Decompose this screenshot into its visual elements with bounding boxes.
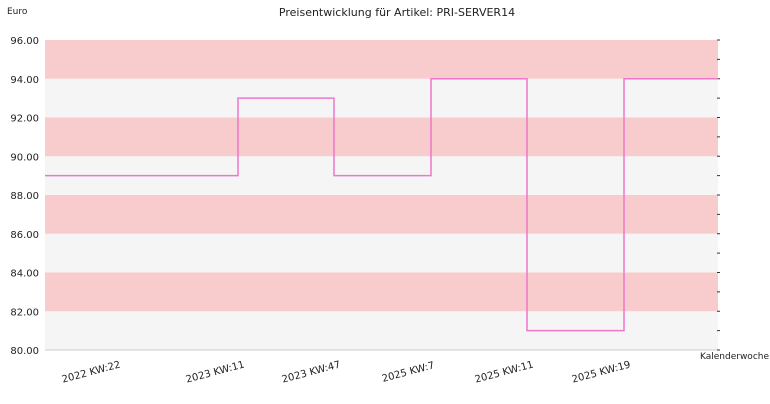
background-band bbox=[45, 40, 718, 79]
background-band bbox=[45, 195, 718, 234]
right-axis-ticks bbox=[717, 39, 720, 351]
y-tick-label: 94.00 bbox=[10, 75, 39, 86]
y-tick-label: 82.00 bbox=[10, 307, 39, 318]
y-tick-label: 84.00 bbox=[10, 269, 39, 280]
x-tick-label: 2025 KW:19 bbox=[571, 359, 632, 385]
x-tick-label: 2022 KW:22 bbox=[61, 359, 122, 385]
x-tick-label: 2023 KW:11 bbox=[185, 359, 246, 385]
x-tick-label: 2023 KW:47 bbox=[281, 359, 342, 385]
background-band bbox=[45, 272, 718, 312]
y-tick-label: 86.00 bbox=[10, 230, 39, 241]
y-axis-label: Euro bbox=[7, 7, 28, 17]
background-band bbox=[45, 117, 718, 157]
y-tick-label: 90.00 bbox=[10, 152, 39, 163]
background-band bbox=[45, 233, 718, 273]
y-tick-label: 92.00 bbox=[10, 114, 39, 125]
y-tick-label: 96.00 bbox=[10, 36, 39, 47]
price-step-line bbox=[45, 78, 718, 332]
chart-title: Preisentwicklung für Artikel: PRI-SERVER… bbox=[279, 6, 515, 19]
background-bands bbox=[45, 40, 718, 350]
background-band bbox=[45, 78, 718, 118]
series-group bbox=[45, 78, 718, 332]
x-axis-label: Kalenderwoche bbox=[700, 352, 769, 362]
y-tick-label: 80.00 bbox=[10, 346, 39, 357]
x-tick-label: 2025 KW:11 bbox=[474, 359, 535, 385]
x-tick-label: 2025 KW:7 bbox=[381, 360, 436, 385]
y-tick-labels: 80.00 82.00 84.00 86.00 88.00 90.00 92.00 94.00… bbox=[10, 36, 39, 357]
x-tick-labels: 2022 KW:22 2023 KW:11 2023 KW:47 2025 KW:7 2… bbox=[61, 359, 632, 385]
y-tick-label: 88.00 bbox=[10, 191, 39, 202]
